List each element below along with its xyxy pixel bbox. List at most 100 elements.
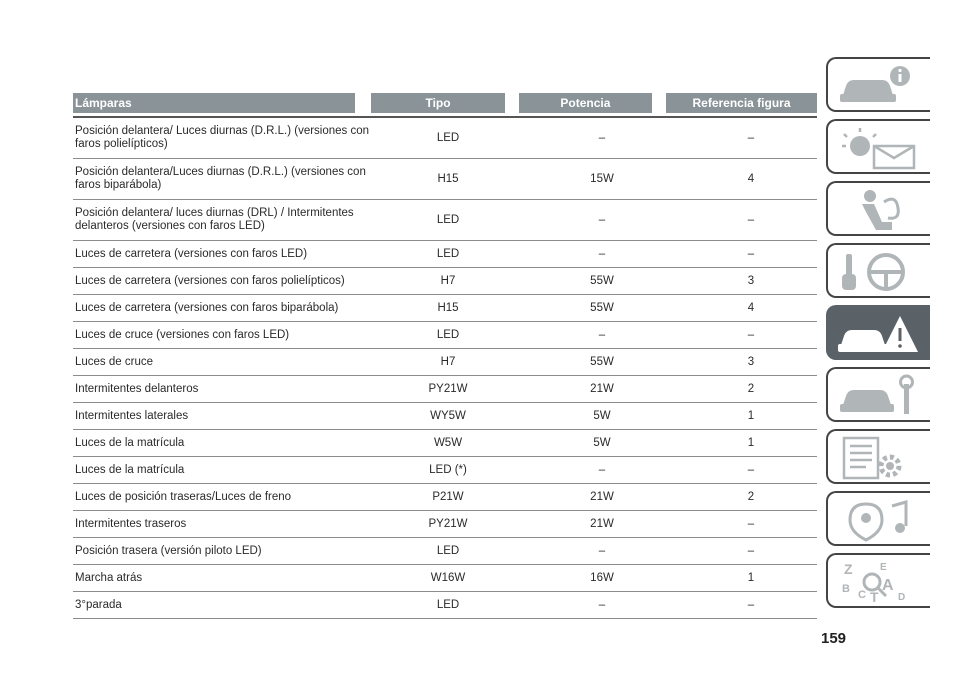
key-steering-wheel-icon bbox=[842, 253, 905, 291]
header-lamparas: Lámparas bbox=[73, 93, 356, 113]
ref-cell: 3 bbox=[747, 356, 755, 368]
lamp-cell: Posición delantera/ luces diurnas (DRL) … bbox=[75, 207, 354, 232]
index-letters-icon: Z E A B C T D bbox=[842, 561, 905, 604]
tab-key-steering[interactable] bbox=[826, 243, 930, 298]
power-cell: – bbox=[598, 545, 606, 557]
power-cell: 21W bbox=[590, 491, 614, 503]
table-row: Posición delantera/Luces diurnas (D.R.L.… bbox=[73, 159, 817, 200]
svg-text:B: B bbox=[842, 583, 850, 595]
specs-gear-icon bbox=[842, 436, 902, 480]
car-tools-icon bbox=[840, 374, 914, 414]
table-row: Luces de cruce H7 55W 3 bbox=[73, 349, 817, 376]
type-cell: LED bbox=[436, 248, 460, 260]
type-cell: WY5W bbox=[430, 410, 466, 422]
seat-airbag-icon bbox=[862, 190, 900, 230]
power-cell: 15W bbox=[590, 173, 614, 185]
type-cell: P21W bbox=[432, 491, 464, 503]
svg-text:Z: Z bbox=[844, 561, 853, 577]
type-cell: LED (*) bbox=[429, 464, 467, 476]
power-cell: 55W bbox=[590, 275, 614, 287]
power-cell: 21W bbox=[590, 383, 614, 395]
tab-seat-airbag[interactable] bbox=[826, 181, 930, 236]
ref-cell: 4 bbox=[747, 173, 755, 185]
type-cell: W5W bbox=[433, 437, 463, 449]
lamp-cell: 3°parada bbox=[75, 598, 122, 611]
tab-media-navigation[interactable] bbox=[826, 491, 930, 546]
ref-cell: – bbox=[747, 464, 755, 476]
table-row: Posición trasera (versión piloto LED) LED… bbox=[73, 538, 817, 565]
media-navigation-icon bbox=[848, 500, 908, 542]
car-emergency-icon bbox=[838, 316, 918, 352]
table-row: Luces de carretera (versiones con faros … bbox=[73, 295, 817, 322]
lamp-cell: Luces de cruce (versiones con faros LED) bbox=[75, 328, 290, 341]
tab-car-emergency[interactable] bbox=[826, 305, 930, 360]
type-cell: PY21W bbox=[428, 383, 468, 395]
table-header: Lámparas Tipo Potencia Referencia figura bbox=[73, 93, 817, 113]
ref-cell: 1 bbox=[747, 437, 755, 449]
table-row: Luces de carretera (versiones con faros … bbox=[73, 268, 817, 295]
table-row: Intermitentes traseros PY21W 21W – bbox=[73, 511, 817, 538]
tab-warning-lights[interactable] bbox=[826, 119, 930, 174]
ref-cell: 2 bbox=[747, 491, 755, 503]
warning-lights-icon bbox=[842, 128, 916, 170]
lamp-cell: Luces de cruce bbox=[75, 355, 153, 368]
lamp-cell: Marcha atrás bbox=[75, 571, 143, 584]
svg-text:C: C bbox=[858, 589, 866, 601]
power-cell: 21W bbox=[590, 518, 614, 530]
table-row: Luces de carretera (versiones con faros … bbox=[73, 241, 817, 268]
header-tipo: Tipo bbox=[371, 93, 505, 113]
power-cell: – bbox=[598, 132, 606, 144]
table-row: Marcha atrás W16W 16W 1 bbox=[73, 565, 817, 592]
type-cell: LED bbox=[436, 599, 460, 611]
lamps-table: Lámparas Tipo Potencia Referencia figura… bbox=[73, 93, 817, 619]
power-cell: 55W bbox=[590, 356, 614, 368]
power-cell: 5W bbox=[593, 437, 611, 449]
table-row: Posición delantera/ luces diurnas (DRL) … bbox=[73, 200, 817, 241]
ref-cell: – bbox=[747, 214, 755, 226]
type-cell: H7 bbox=[440, 275, 456, 287]
lamp-cell: Intermitentes laterales bbox=[75, 409, 189, 422]
header-potencia: Potencia bbox=[518, 93, 653, 113]
table-row: Intermitentes delanteros PY21W 21W 2 bbox=[73, 376, 817, 403]
ref-cell: 4 bbox=[747, 302, 755, 314]
tab-index[interactable]: Z E A B C T D bbox=[826, 553, 930, 608]
lamp-cell: Luces de carretera (versiones con faros … bbox=[75, 301, 339, 314]
power-cell: 5W bbox=[593, 410, 611, 422]
type-cell: LED bbox=[436, 545, 460, 557]
tab-specs[interactable] bbox=[826, 429, 930, 484]
type-cell: LED bbox=[436, 132, 460, 144]
table-body: Posición delantera/ Luces diurnas (D.R.L… bbox=[73, 118, 817, 619]
svg-text:D: D bbox=[898, 592, 905, 603]
power-cell: 16W bbox=[590, 572, 614, 584]
power-cell: – bbox=[598, 599, 606, 611]
table-row: Luces de la matrícula LED (*) – – bbox=[73, 457, 817, 484]
table-row: 3°parada LED – – bbox=[73, 592, 817, 619]
lamp-cell: Posición delantera/ Luces diurnas (D.R.L… bbox=[75, 125, 370, 150]
tab-car-tools[interactable] bbox=[826, 367, 930, 422]
ref-cell: – bbox=[747, 545, 755, 557]
lamp-cell: Luces de carretera (versiones con faros … bbox=[75, 274, 345, 287]
ref-cell: – bbox=[747, 329, 755, 341]
ref-cell: 3 bbox=[747, 275, 755, 287]
ref-cell: – bbox=[747, 248, 755, 260]
ref-cell: – bbox=[747, 599, 755, 611]
type-cell: W16W bbox=[430, 572, 466, 584]
type-cell: LED bbox=[436, 214, 460, 226]
table-row: Luces de cruce (versiones con faros LED)… bbox=[73, 322, 817, 349]
ref-cell: 1 bbox=[747, 410, 755, 422]
lamp-cell: Posición trasera (versión piloto LED) bbox=[75, 544, 262, 557]
type-cell: LED bbox=[436, 329, 460, 341]
table-row: Luces de posición traseras/Luces de fren… bbox=[73, 484, 817, 511]
lamp-cell: Posición delantera/Luces diurnas (D.R.L.… bbox=[75, 166, 366, 191]
car-info-icon bbox=[840, 66, 910, 102]
power-cell: – bbox=[598, 248, 606, 260]
power-cell: – bbox=[598, 214, 606, 226]
table-row: Posición delantera/ Luces diurnas (D.R.L… bbox=[73, 118, 817, 159]
ref-cell: – bbox=[747, 132, 755, 144]
tab-car-info[interactable] bbox=[826, 57, 930, 112]
power-cell: 55W bbox=[590, 302, 614, 314]
ref-cell: – bbox=[747, 518, 755, 530]
header-referencia: Referencia figura bbox=[666, 93, 817, 113]
svg-text:E: E bbox=[880, 562, 887, 573]
page-number: 159 bbox=[821, 630, 847, 647]
